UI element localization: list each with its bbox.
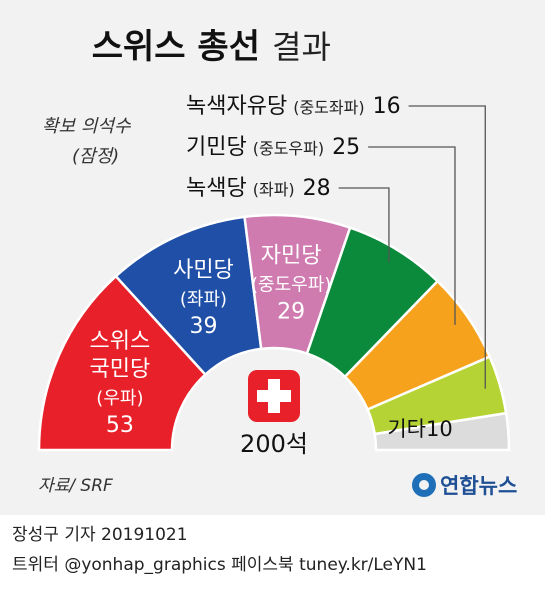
swiss-flag-icon [248,370,300,422]
chart-title: 스위스 총선 결과 [92,27,331,67]
subtitle-line-1: 확보 의석수 [42,116,132,137]
legend-value-기민당: 25 [332,135,360,160]
legend-label-녹색자유당: 녹색자유당 [186,94,287,119]
legend-row-녹색자유당: 녹색자유당 (중도좌파) 16 [186,94,401,119]
chart-title-suffix: 결과 [272,28,331,66]
slice-value-자민당: 29 [277,299,305,324]
slice-label-스위스-국민당-0: 스위스 [90,329,151,354]
legend-paren-녹색자유당: (중도좌파) [293,98,364,117]
chart-title-main: 스위스 총선 [92,27,260,67]
subtitle-line-2: (잠정) [72,146,119,167]
leader-line-녹색당 [338,187,390,263]
credit-block: 장성구 기자 20191021 트위터 @yonhap_graphics 페이스… [12,520,427,580]
slice-label-others: 기타10 [387,417,452,441]
legend-paren-녹색당: (좌파) [253,180,295,199]
leader-line-기민당 [368,146,456,325]
source-label: 자료/ SRF [38,476,113,496]
slice-6 [373,411,511,452]
credit-reporter-date: 장성구 기자 20191021 [12,525,188,545]
slice-label-사민당-0: 사민당 [173,258,234,283]
slice-label-스위스-국민당-1: 국민당 [90,357,151,382]
leader-lines [338,105,486,389]
slice-label-others-name: 기타 [387,417,426,441]
legend-paren-기민당: (중도우파) [253,139,324,158]
legend-labels: 녹색자유당 (중도좌파) 16 기민당 (중도우파) 25 녹색당 (좌파) 28 [186,94,401,201]
slice-label-자민당-1: (중도우파) [251,274,331,295]
slice-0 [37,274,208,452]
semicircle-slices [37,213,511,452]
leader-line-녹색자유당 [408,105,486,389]
legend-value-녹색자유당: 16 [373,94,401,119]
legend-row-기민당: 기민당 (중도우파) 25 [186,135,360,160]
credit-social: 트위터 @yonhap_graphics 페이스북 tuney.kr/LeYN1 [12,555,427,575]
slice-label-사민당-1: (좌파) [180,289,227,310]
slice-label-자민당-0: 자민당 [261,243,322,268]
slice-value-사민당: 39 [189,314,217,339]
yonhap-logo-text: 연합뉴스 [440,474,517,498]
legend-label-기민당: 기민당 [186,135,247,160]
legend-value-녹색당: 28 [303,176,331,201]
total-seats-label: 200석 [240,430,308,458]
legend-label-녹색당: 녹색당 [186,176,247,201]
yonhap-logo: 연합뉴스 [412,473,517,498]
slice-value-others: 10 [426,417,453,441]
legend-row-녹색당: 녹색당 (좌파) 28 [186,176,331,201]
slice-value-스위스-국민당: 53 [106,413,134,438]
slice-label-스위스-국민당-2: (우파) [96,388,143,409]
